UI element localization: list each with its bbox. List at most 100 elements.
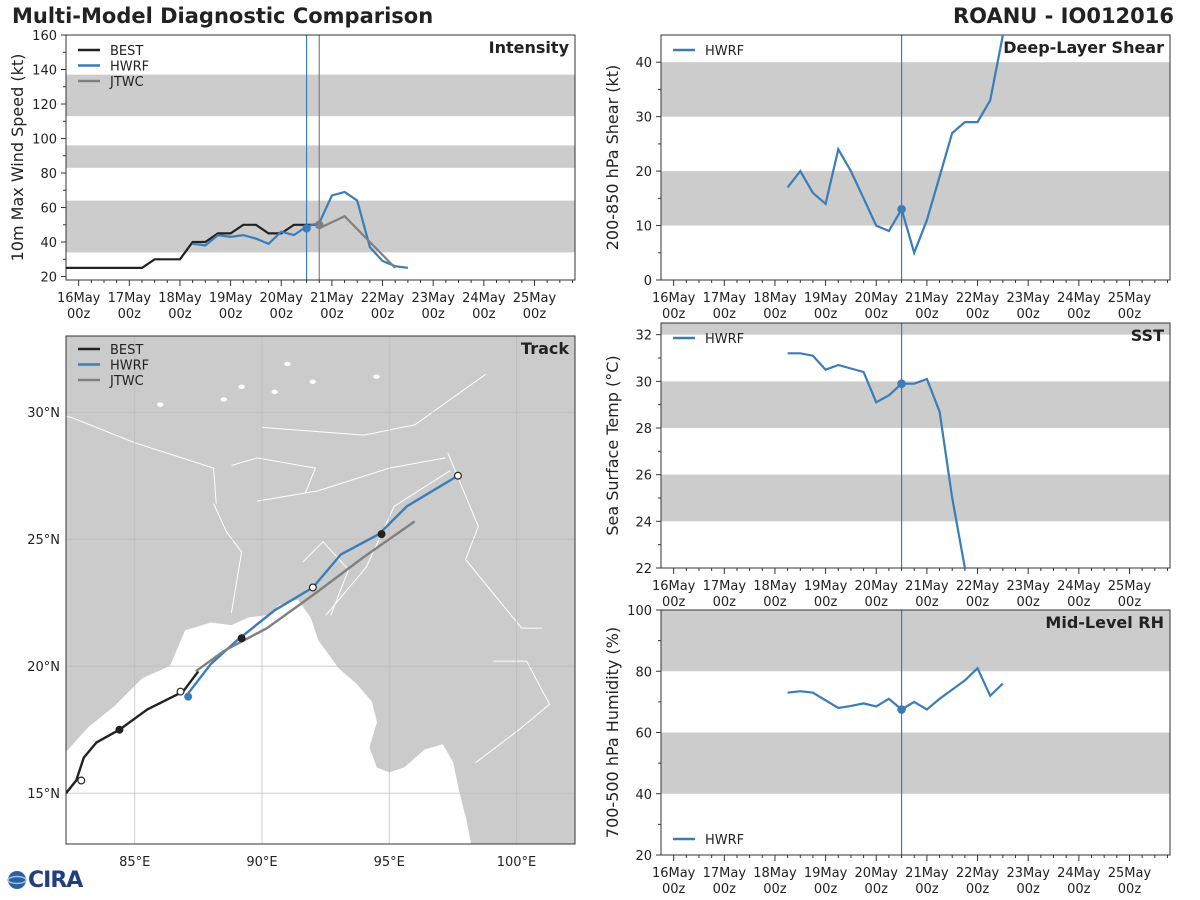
rh-xtick-label-day: 20May bbox=[855, 866, 899, 881]
sst-ytick-label: 28 bbox=[635, 422, 652, 437]
country-border bbox=[302, 540, 350, 616]
rh-xtick-label-hour: 00z bbox=[865, 882, 889, 897]
rh-xtick-label-day: 25May bbox=[1108, 866, 1152, 881]
lake bbox=[373, 374, 380, 379]
intensity-panel: 2040608010012014016016May00z17May00z18Ma… bbox=[8, 29, 576, 322]
intensity-xtick-label-day: 21May bbox=[310, 291, 354, 306]
sst-xtick-label-hour: 00z bbox=[865, 595, 889, 610]
sst-xtick-label-day: 16May bbox=[652, 579, 696, 594]
intensity-xtick-label-hour: 00z bbox=[371, 307, 395, 322]
shear-xtick-label-day: 16May bbox=[652, 291, 696, 306]
sst-point bbox=[897, 379, 906, 388]
shear-xtick-label-hour: 00z bbox=[1017, 307, 1041, 322]
shear-ytick-label: 40 bbox=[635, 56, 652, 71]
intensity-xtick-label-hour: 00z bbox=[422, 307, 446, 322]
intensity-xtick-label-day: 17May bbox=[108, 291, 152, 306]
track-point bbox=[308, 583, 317, 592]
lake bbox=[156, 402, 164, 407]
intensity-band-2 bbox=[66, 74, 575, 117]
track-series-best bbox=[66, 670, 200, 794]
rh-xtick-label-day: 22May bbox=[956, 866, 1000, 881]
rh-xtick-label-day: 23May bbox=[1006, 866, 1050, 881]
shear-xtick-label-hour: 00z bbox=[713, 307, 737, 322]
track-series-jtwc bbox=[195, 520, 416, 673]
intensity-series-jtwc bbox=[318, 214, 396, 269]
track-legend-label-jtwc: JTWC bbox=[109, 374, 144, 389]
rh-ytick-label: 60 bbox=[635, 727, 652, 742]
intensity-xtick-label-day: 23May bbox=[411, 291, 455, 306]
intensity-ytick-label: 100 bbox=[32, 133, 57, 148]
intensity-ytick-label: 140 bbox=[32, 64, 57, 79]
track-xtick-label: 100°E bbox=[497, 855, 537, 870]
sst-ytick-label: 30 bbox=[635, 375, 652, 390]
track-panel: 85°E 90°E 95°E 100°E 15°N 20°N 25°N 30°N Track BE… bbox=[27, 335, 576, 870]
intensity-xtick-label-hour: 00z bbox=[270, 307, 294, 322]
logo-text: CIRA bbox=[28, 868, 83, 893]
track-point bbox=[453, 471, 462, 480]
sst-band-1 bbox=[661, 381, 1170, 428]
sst-xtick-label-hour: 00z bbox=[915, 595, 939, 610]
lake bbox=[284, 361, 291, 367]
intensity-xtick-label-hour: 00z bbox=[472, 307, 496, 322]
intensity-xtick-label-day: 19May bbox=[209, 291, 253, 306]
shear-xtick-label-hour: 00z bbox=[966, 307, 990, 322]
intensity-ytick-label: 60 bbox=[40, 202, 57, 217]
shear-xtick-label-hour: 00z bbox=[865, 307, 889, 322]
intensity-ytick-label: 20 bbox=[40, 271, 57, 286]
shear-xtick-label-day: 20May bbox=[855, 291, 899, 306]
sst-xtick-label-hour: 00z bbox=[1017, 595, 1041, 610]
shear-ytick-label: 10 bbox=[635, 220, 652, 235]
track-legend-label-best: BEST bbox=[110, 343, 143, 358]
intensity-legend-label-jtwc: JTWC bbox=[109, 75, 144, 90]
sst-xtick-label-day: 19May bbox=[804, 579, 848, 594]
sst-series-hwrf bbox=[787, 352, 966, 568]
sst-ytick-label: 24 bbox=[635, 515, 652, 530]
sst-xtick-label-day: 21May bbox=[905, 579, 949, 594]
sst-xtick-label-hour: 00z bbox=[713, 595, 737, 610]
rh-panel: 2040608010016May00z17May00z18May00z19May… bbox=[603, 604, 1171, 897]
sst-band-0 bbox=[661, 474, 1170, 522]
rh-xtick-label-hour: 00z bbox=[763, 882, 787, 897]
intensity-legend-label-best: BEST bbox=[110, 44, 143, 59]
track-point bbox=[77, 776, 86, 785]
intensity-xtick-label-day: 20May bbox=[260, 291, 304, 306]
shear-xtick-label-day: 19May bbox=[804, 291, 848, 306]
shear-band-1 bbox=[661, 62, 1170, 117]
rh-xtick-label-hour: 00z bbox=[915, 882, 939, 897]
shear-xtick-label-day: 24May bbox=[1057, 291, 1101, 306]
lake bbox=[238, 384, 245, 389]
lake bbox=[220, 397, 227, 402]
sst-xtick-label-hour: 00z bbox=[966, 595, 990, 610]
cira-logo: CIRA bbox=[6, 868, 83, 893]
intensity-series-best bbox=[66, 223, 320, 269]
rh-xtick-label-hour: 00z bbox=[1067, 882, 1091, 897]
lake bbox=[309, 379, 317, 384]
sst-xtick-label-hour: 00z bbox=[763, 595, 787, 610]
shear-panel: 01020304016May00z17May00z18May00z19May00… bbox=[603, 34, 1171, 322]
rh-xtick-label-day: 16May bbox=[652, 866, 696, 881]
rh-ytick-label: 40 bbox=[635, 788, 652, 803]
shear-ytick-label: 20 bbox=[635, 165, 652, 180]
intensity-xtick-label-hour: 00z bbox=[523, 307, 547, 322]
shear-ytick-label: 0 bbox=[644, 274, 652, 289]
track-title: Track bbox=[521, 339, 569, 358]
shear-xtick-label-day: 17May bbox=[703, 291, 747, 306]
intensity-ytick-label: 160 bbox=[32, 29, 57, 44]
intensity-ytick-label: 80 bbox=[40, 167, 57, 182]
track-ytick-label: 25°N bbox=[27, 533, 60, 548]
track-legend-label-hwrf: HWRF bbox=[110, 359, 149, 374]
intensity-xtick-label-hour: 00z bbox=[320, 307, 344, 322]
country-border bbox=[475, 660, 551, 764]
intensity-xtick-label-day: 22May bbox=[361, 291, 405, 306]
intensity-frame bbox=[65, 34, 576, 281]
shear-xtick-label-day: 18May bbox=[753, 291, 797, 306]
intensity-legend-label-hwrf: HWRF bbox=[110, 60, 149, 75]
rh-xtick-label-hour: 00z bbox=[966, 882, 990, 897]
rh-xtick-label-hour: 00z bbox=[662, 882, 686, 897]
shear-xtick-label-hour: 00z bbox=[662, 307, 686, 322]
lake bbox=[271, 389, 278, 395]
country-border bbox=[447, 452, 542, 629]
sst-xtick-label-hour: 00z bbox=[1067, 595, 1091, 610]
shear-ylabel: 200-850 hPa Shear (kt) bbox=[603, 65, 622, 251]
